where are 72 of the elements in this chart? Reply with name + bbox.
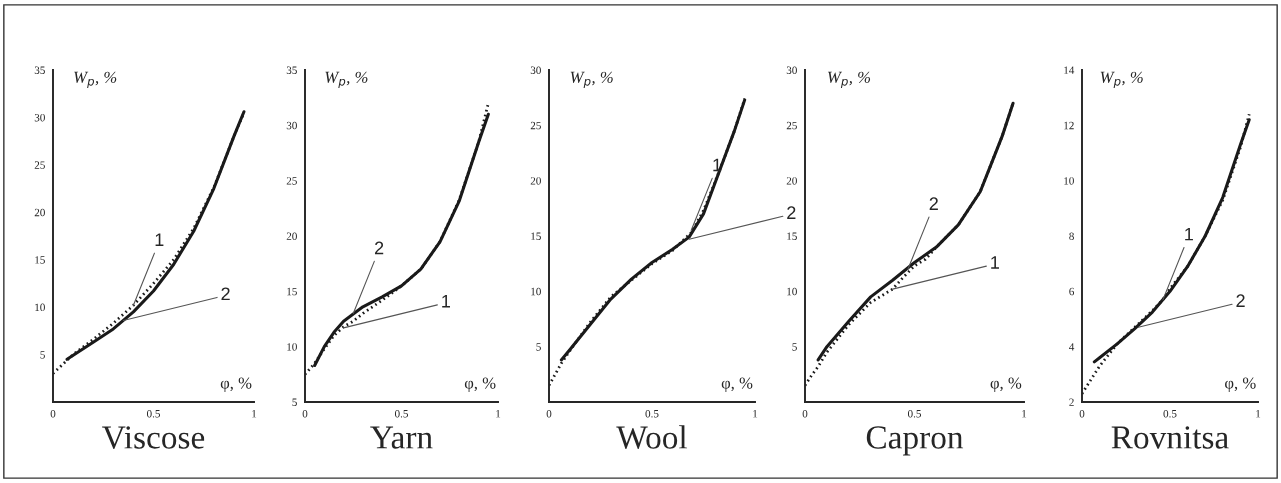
annotation: 1	[155, 233, 164, 246]
y-tick-label: 30	[34, 113, 45, 122]
y-axis-title: W$_{p}$, %	[74, 71, 117, 88]
y-tick-label: 25	[286, 177, 297, 185]
x-axis-title: φ, %	[721, 377, 753, 393]
x-axis-title: φ, %	[220, 377, 252, 393]
y-tick-label: 4	[1069, 343, 1075, 351]
x-axis-title: φ, %	[990, 377, 1022, 393]
y-axis-title: W$_{p}$, %	[828, 71, 871, 88]
y-tick-label: 20	[530, 177, 541, 185]
y-tick-label: 5	[536, 343, 541, 351]
text: Viscose	[102, 426, 205, 449]
y-tick-label: 10	[787, 287, 797, 296]
x-tick-label: 0	[546, 409, 552, 418]
y-tick-label: 14	[1064, 66, 1075, 74]
y-tick-label: 10	[35, 303, 45, 312]
y-tick-label: 6	[1069, 287, 1075, 296]
y-tick-label: 20	[786, 177, 797, 185]
y-tick-label: 30	[530, 66, 541, 74]
x-tick-label: 0	[802, 409, 808, 418]
x-tick-label: 0	[1079, 409, 1085, 418]
y-tick-label: 25	[786, 121, 797, 130]
y-tick-label: 5	[792, 343, 797, 351]
y-tick-label: 15	[787, 232, 797, 240]
y-tick-label: 35	[286, 66, 297, 74]
y-tick-label: 15	[35, 256, 45, 264]
x-tick-label: 0	[302, 409, 308, 418]
x-tick-label: 1	[496, 410, 501, 418]
annotation: 2	[374, 241, 384, 255]
annotation: 2	[221, 287, 230, 301]
annotation: 2	[929, 197, 938, 210]
text: Capron	[866, 426, 964, 456]
x-axis-title: φ, %	[1225, 377, 1256, 393]
y-axis-title: W$_{p}$, %	[325, 71, 368, 88]
x-axis-title: φ, %	[464, 377, 496, 393]
x-tick-label: 0.5	[645, 409, 659, 418]
y-tick-label: 20	[34, 208, 45, 217]
annotation: 1	[991, 256, 999, 269]
y-axis-title: W$_{p}$, %	[570, 71, 613, 88]
y-tick-label: 10	[531, 287, 541, 296]
y-tick-label: 10	[1064, 177, 1074, 185]
annotation: 1	[1185, 227, 1193, 241]
y-tick-label: 5	[292, 398, 297, 406]
y-tick-label: 25	[34, 161, 45, 169]
y-axis-title: W$_{p}$, %	[1100, 71, 1143, 88]
text: Rovnitsa	[1111, 426, 1229, 449]
y-tick-label: 10	[287, 343, 297, 351]
text: Yarn	[370, 426, 433, 449]
y-tick-label: 15	[531, 232, 541, 240]
x-tick-label: 1	[1022, 410, 1027, 418]
annotation: 1	[713, 158, 722, 172]
x-tick-label: 0	[50, 409, 56, 418]
y-tick-label: 30	[286, 121, 297, 130]
x-tick-label: 0.5	[394, 409, 409, 418]
x-tick-label: 0.5	[146, 409, 161, 418]
y-tick-label: 35	[34, 66, 45, 74]
x-tick-label: 0.5	[1163, 409, 1177, 418]
y-tick-label: 12	[1064, 121, 1074, 130]
y-tick-label: 5	[40, 351, 45, 359]
text: Wool	[616, 425, 688, 449]
y-tick-label: 8	[1069, 232, 1074, 240]
annotation: 2	[1236, 294, 1245, 307]
y-tick-label: 2	[1069, 398, 1074, 406]
y-tick-label: 25	[530, 121, 541, 130]
x-tick-label: 1	[252, 410, 257, 418]
x-tick-label: 1	[753, 410, 758, 418]
x-tick-label: 0.5	[907, 409, 922, 418]
y-tick-label: 20	[286, 232, 297, 240]
y-tick-label: 15	[287, 287, 297, 296]
annotation: 1	[442, 295, 450, 308]
y-tick-label: 30	[786, 66, 797, 74]
x-tick-label: 1	[1256, 410, 1261, 418]
